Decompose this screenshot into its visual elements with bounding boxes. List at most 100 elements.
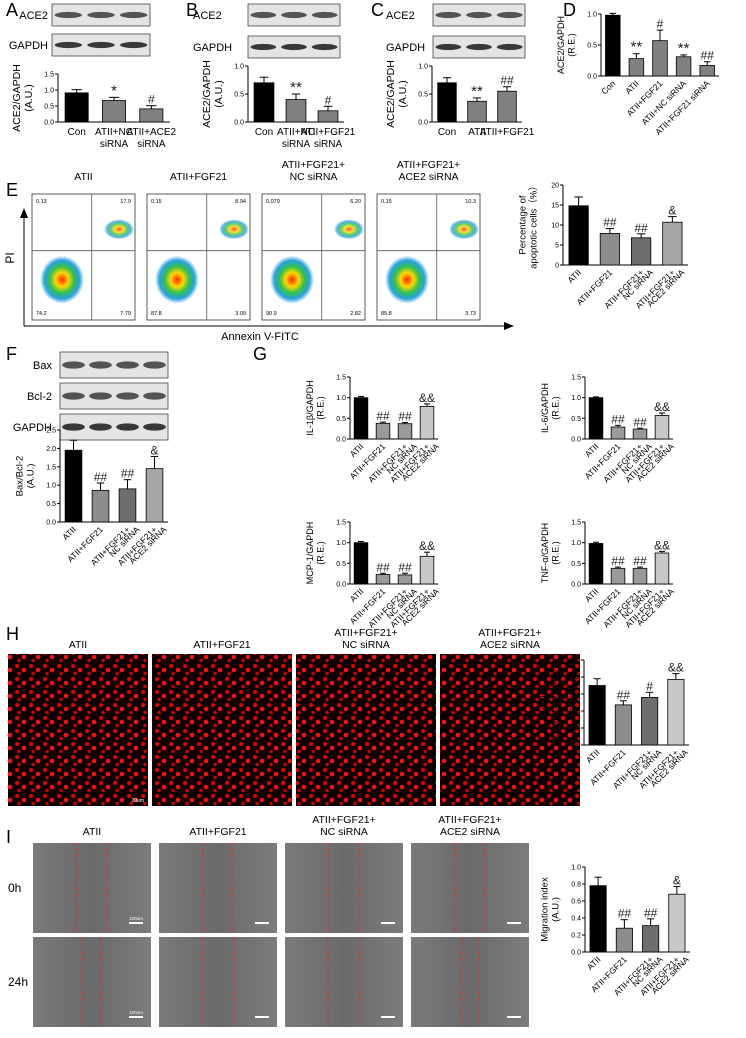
bar [632, 428, 648, 440]
bar [654, 415, 670, 440]
y-tick-label: 0.5 [46, 501, 56, 508]
significance-mark: ## [644, 906, 658, 920]
bar [605, 14, 621, 77]
flow-title: ATII [74, 171, 92, 183]
flow-title: ATII+FGF21+ [397, 159, 460, 171]
significance-mark: && [654, 538, 670, 552]
blot-label: ACE2 [193, 10, 222, 22]
y-axis-label: (R.E.) [550, 541, 560, 565]
y-axis-label: Percentage of [518, 195, 529, 255]
quadrant-value: 0.13 [36, 199, 47, 205]
y-tick-label: 0.0 [336, 582, 346, 589]
bar [654, 552, 670, 585]
flow-y-label: PI [3, 252, 17, 263]
significance-mark: ## [611, 554, 625, 568]
panel-letter-d: D [563, 0, 576, 20]
bar [91, 489, 110, 523]
significance-mark: ## [617, 688, 631, 702]
panel-letter-a: A [6, 0, 18, 20]
y-tick-label: 5 [555, 243, 559, 250]
chart-c: 0.0 0.5 1.0 ACE2/GAPDH (A.U.) Con ** ATII ## ATII… [385, 60, 535, 138]
category-label: ATII+NC [95, 127, 133, 138]
y-tick-label: 0.0 [46, 520, 56, 527]
blot-label: GAPDH [9, 40, 48, 52]
significance-mark: ## [618, 907, 632, 921]
flow-frame [376, 193, 481, 321]
blot-band [143, 392, 166, 400]
y-tick-label: 2.0 [46, 446, 56, 453]
blot-band [311, 43, 338, 51]
chart-i: 0.0 0.2 0.4 0.6 0.8 1.0 Migration index (A.U.) A… [540, 865, 692, 998]
y-tick-label: 1.0 [336, 540, 346, 547]
category-label: ATII [348, 586, 366, 604]
y-tick-label: 0.5 [587, 43, 597, 50]
blot-band [435, 11, 462, 19]
y-tick-label: 0.5 [336, 561, 346, 568]
migration-image [159, 843, 277, 933]
fluorescence-image-3: ATII+FGF21+NC siRNA [296, 627, 436, 806]
significance-mark: ** [631, 39, 643, 56]
y-tick-label: 200 [568, 675, 580, 682]
blot-b: ACE2 GAPDH [193, 3, 341, 59]
cell-cluster [334, 219, 364, 240]
bar [353, 542, 369, 585]
y-tick-label: 1.5 [336, 520, 346, 527]
significance-mark: ## [611, 412, 625, 426]
category-label: ATII+NC [277, 127, 315, 138]
y-tick-label: 0.0 [234, 120, 244, 127]
blot-band [250, 11, 277, 19]
y-tick-label: 250 [568, 658, 580, 665]
migration-image: 100um [33, 937, 151, 1027]
bar [397, 574, 413, 585]
flow-title: NC siRNA [290, 171, 338, 183]
y-tick-label: 10 [551, 223, 559, 230]
bar [397, 423, 413, 440]
image-title: ATII+FGF21+ [334, 627, 397, 639]
category-label: ATII [583, 586, 601, 604]
flow-cytometry-panel: ATII 0.13 17.9 74.2 7.79 ATII+FGF21 0.15 8.94 87… [3, 159, 514, 343]
significance-mark: ## [398, 409, 412, 423]
bar [139, 108, 164, 123]
y-tick-label: 15 [551, 203, 559, 210]
quadrant-value: 87.8 [151, 311, 162, 317]
bar [631, 237, 652, 266]
image-title: ATII+FGF21 [193, 639, 250, 651]
category-label: ATII [565, 267, 583, 285]
cell-cluster [40, 255, 84, 304]
y-tick-label: 1.5 [571, 375, 581, 382]
y-tick-label: 0.5 [418, 92, 428, 99]
y-axis-label: (A.U.) [23, 84, 35, 111]
bar [614, 704, 632, 746]
blot-band [116, 392, 139, 400]
image-title: ATII+FGF21+ [478, 627, 541, 639]
y-tick-label: 50 [572, 726, 580, 733]
bar [599, 232, 620, 266]
blot-band [466, 11, 492, 19]
y-tick-label: 1.0 [571, 395, 581, 402]
significance-mark: ## [633, 415, 647, 429]
bar [64, 92, 89, 123]
y-tick-label: 1.0 [571, 865, 581, 872]
significance-mark: ## [634, 221, 648, 235]
flow-plot-1: ATII 0.13 17.9 74.2 7.79 [31, 171, 136, 321]
bar [589, 885, 607, 953]
bar [419, 405, 435, 440]
significance-mark: ## [398, 560, 412, 574]
category-label: Con [67, 127, 85, 138]
bar [145, 468, 164, 523]
time-label: 24h [8, 975, 28, 989]
blot-band [62, 392, 85, 400]
quadrant-value: 90.9 [266, 311, 277, 317]
panel-letter-g: G [253, 344, 267, 364]
significance-mark: & [673, 874, 681, 888]
quadrant-value: 0.15 [151, 199, 162, 205]
category-label: siRNA [137, 139, 166, 150]
y-tick-label: 0.5 [336, 416, 346, 423]
y-tick-label: 0.5 [571, 416, 581, 423]
blot-a: ACE2 GAPDH [9, 3, 151, 57]
y-axis-label: IL-6/GAPDH [540, 383, 550, 433]
migration-image [159, 937, 277, 1027]
significance-mark: ** [290, 79, 302, 96]
